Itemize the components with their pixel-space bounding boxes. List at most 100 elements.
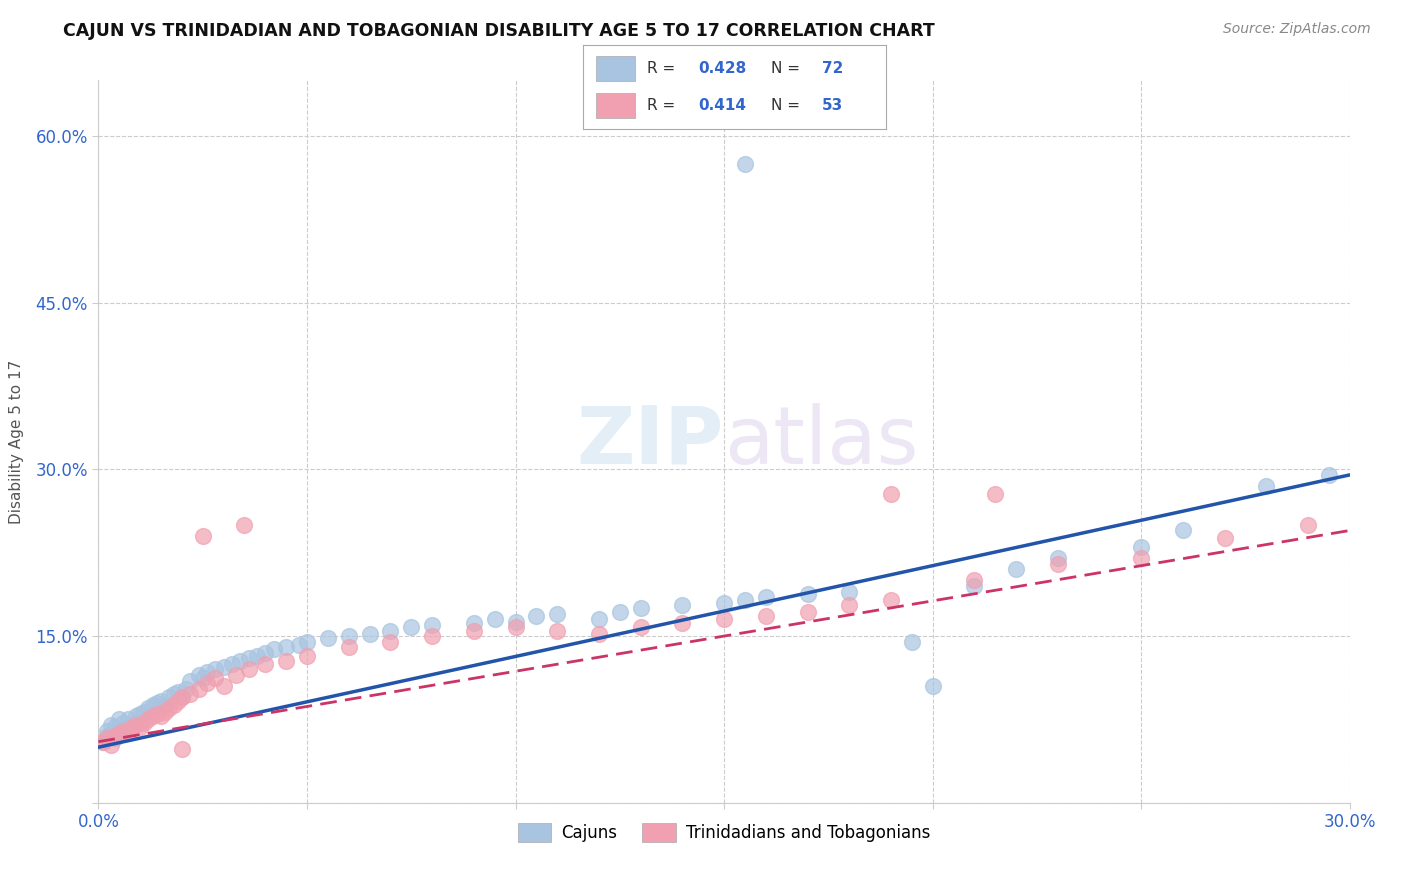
- Point: [134, 715, 156, 730]
- Point: [984, 487, 1007, 501]
- Point: [233, 517, 256, 532]
- Point: [212, 660, 235, 674]
- Point: [630, 601, 652, 615]
- Point: [380, 624, 402, 638]
- Point: [238, 651, 260, 665]
- Point: [162, 687, 184, 701]
- Point: [1317, 467, 1340, 482]
- Text: R =: R =: [647, 61, 681, 76]
- Point: [671, 598, 693, 612]
- Point: [125, 709, 148, 723]
- Point: [1213, 531, 1236, 545]
- Point: [274, 653, 298, 667]
- Point: [734, 593, 756, 607]
- Point: [671, 615, 693, 630]
- Text: N =: N =: [770, 98, 804, 113]
- Point: [112, 723, 135, 738]
- Point: [401, 620, 423, 634]
- Point: [963, 574, 986, 588]
- Point: [337, 640, 360, 655]
- Point: [420, 618, 443, 632]
- Point: [796, 587, 818, 601]
- Point: [104, 729, 127, 743]
- Point: [246, 649, 269, 664]
- Point: [138, 701, 160, 715]
- Point: [179, 673, 201, 688]
- Point: [1005, 562, 1028, 576]
- Point: [546, 607, 568, 621]
- Point: [179, 687, 201, 701]
- Point: [100, 738, 122, 752]
- Point: [112, 723, 135, 738]
- Point: [204, 662, 226, 676]
- Point: [505, 620, 527, 634]
- Point: [204, 671, 226, 685]
- Point: [463, 615, 485, 630]
- Point: [1130, 551, 1153, 566]
- Text: Source: ZipAtlas.com: Source: ZipAtlas.com: [1223, 22, 1371, 37]
- Point: [229, 653, 252, 667]
- Point: [142, 698, 165, 712]
- Point: [91, 734, 114, 748]
- Point: [100, 718, 122, 732]
- Point: [153, 698, 176, 712]
- Point: [162, 698, 184, 712]
- Point: [146, 706, 169, 721]
- Point: [630, 620, 652, 634]
- Point: [187, 668, 209, 682]
- Point: [129, 715, 152, 730]
- Point: [117, 720, 139, 734]
- Point: [108, 713, 131, 727]
- Point: [96, 729, 118, 743]
- Point: [921, 679, 943, 693]
- Point: [138, 713, 160, 727]
- Point: [588, 612, 610, 626]
- Point: [838, 598, 860, 612]
- Point: [295, 634, 318, 648]
- Point: [108, 727, 131, 741]
- Point: [880, 487, 903, 501]
- Point: [254, 657, 277, 671]
- Point: [134, 705, 156, 719]
- Point: [1046, 551, 1069, 566]
- Point: [263, 642, 285, 657]
- Point: [195, 665, 218, 679]
- Text: N =: N =: [770, 61, 804, 76]
- Point: [191, 529, 214, 543]
- Point: [316, 632, 339, 646]
- Point: [157, 690, 180, 705]
- Point: [170, 690, 193, 705]
- Point: [1046, 557, 1069, 571]
- Point: [166, 693, 188, 707]
- Point: [117, 725, 139, 739]
- Point: [117, 713, 139, 727]
- Point: [129, 706, 152, 721]
- Point: [755, 590, 778, 604]
- Point: [142, 709, 165, 723]
- Point: [1256, 479, 1278, 493]
- Point: [755, 609, 778, 624]
- Point: [505, 615, 527, 629]
- Point: [337, 629, 360, 643]
- FancyBboxPatch shape: [596, 93, 636, 119]
- Point: [254, 646, 277, 660]
- Point: [274, 640, 298, 655]
- Point: [420, 629, 443, 643]
- Point: [187, 682, 209, 697]
- Point: [463, 624, 485, 638]
- Point: [96, 731, 118, 746]
- Point: [112, 715, 135, 730]
- Text: atlas: atlas: [724, 402, 918, 481]
- Point: [150, 693, 173, 707]
- Point: [121, 720, 143, 734]
- Point: [900, 634, 922, 648]
- Point: [104, 731, 127, 746]
- Text: 53: 53: [823, 98, 844, 113]
- Point: [150, 709, 173, 723]
- Point: [588, 627, 610, 641]
- Text: R =: R =: [647, 98, 681, 113]
- Point: [212, 679, 235, 693]
- Point: [121, 718, 143, 732]
- Point: [96, 723, 118, 738]
- Point: [104, 720, 127, 734]
